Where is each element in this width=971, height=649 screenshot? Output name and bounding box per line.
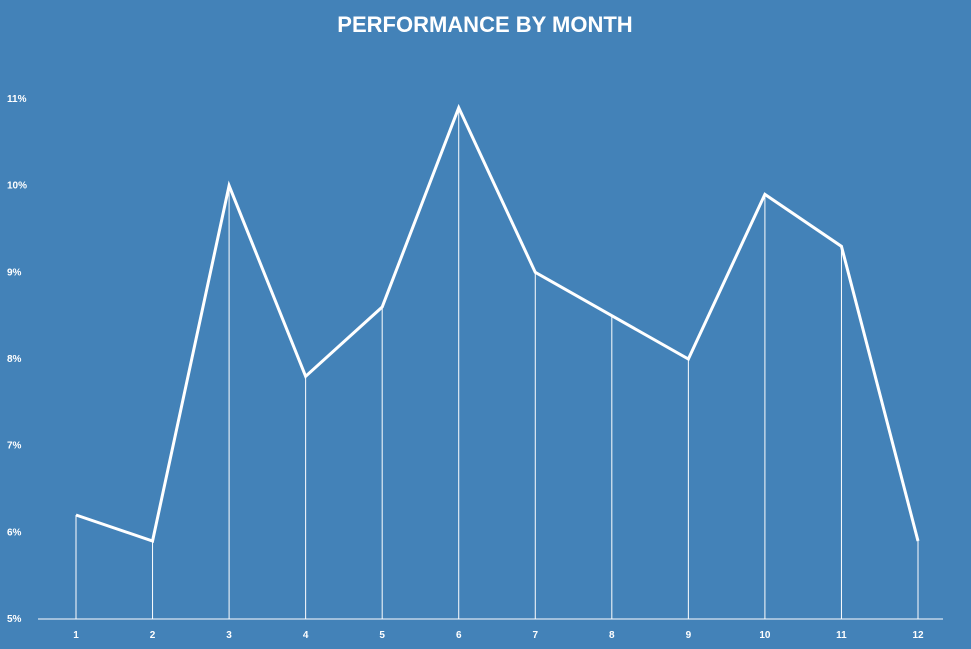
x-tick-label: 6 bbox=[456, 630, 462, 641]
x-tick-label: 10 bbox=[759, 630, 771, 641]
chart-title: PERFORMANCE BY MONTH bbox=[337, 12, 632, 37]
y-axis-ticks: 5% 6% 7% 8% 9% 10% 11% bbox=[7, 94, 27, 625]
x-tick-label: 7 bbox=[532, 630, 538, 641]
drop-lines bbox=[75, 107, 919, 619]
x-tick-label: 5 bbox=[379, 630, 385, 641]
x-axis-ticks: 1 2 3 4 5 6 7 8 9 10 11 12 bbox=[73, 630, 924, 641]
x-tick-label: 4 bbox=[303, 630, 309, 641]
x-tick-label: 1 bbox=[73, 630, 79, 641]
y-tick-label: 6% bbox=[7, 527, 22, 538]
x-tick-label: 2 bbox=[150, 630, 156, 641]
x-tick-label: 9 bbox=[686, 630, 692, 641]
x-tick-label: 8 bbox=[609, 630, 615, 641]
y-tick-label: 9% bbox=[7, 267, 22, 278]
series-line bbox=[75, 103, 920, 543]
y-tick-label: 11% bbox=[7, 94, 27, 105]
y-tick-label: 7% bbox=[7, 441, 22, 452]
x-tick-label: 12 bbox=[912, 630, 924, 641]
y-tick-label: 8% bbox=[7, 354, 22, 365]
x-tick-label: 11 bbox=[836, 630, 847, 641]
x-tick-label: 3 bbox=[226, 630, 232, 641]
y-tick-label: 10% bbox=[7, 181, 27, 192]
y-tick-label: 5% bbox=[7, 614, 22, 625]
